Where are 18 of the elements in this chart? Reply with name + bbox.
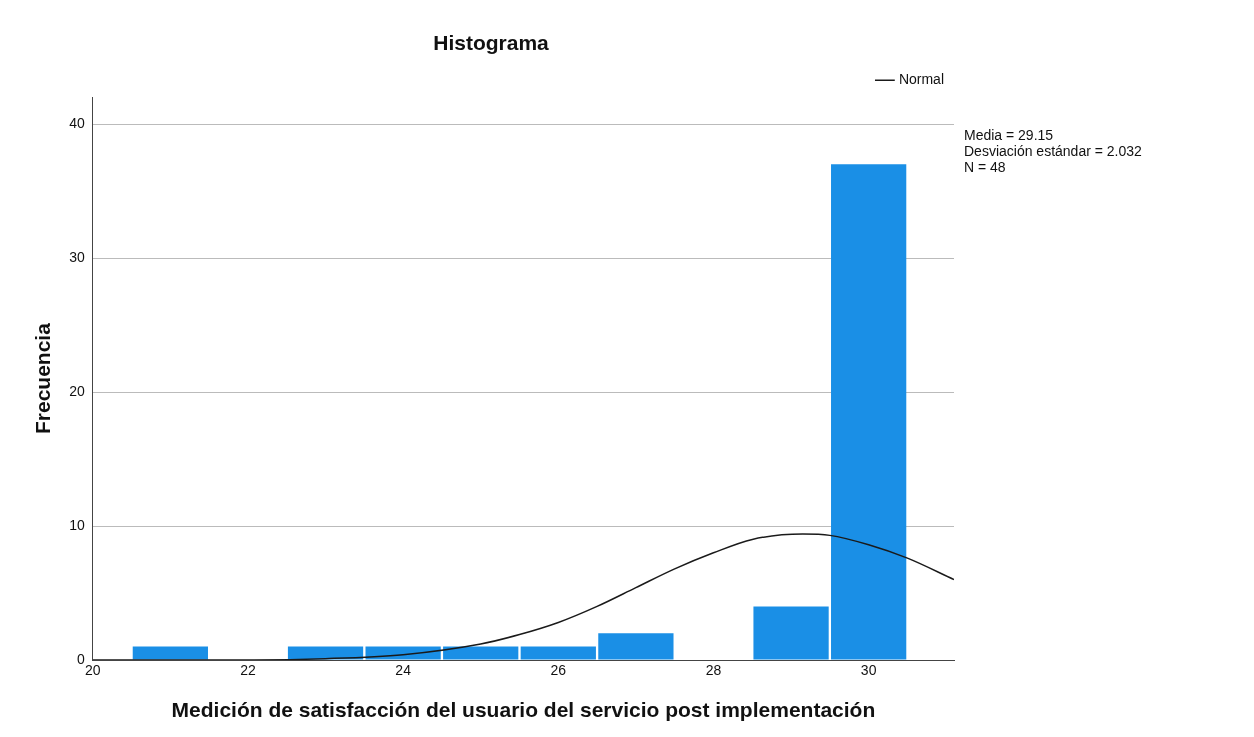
y-tick-label: 20 — [69, 382, 85, 399]
x-tick-label: 24 — [395, 662, 412, 679]
x-tick-label: 26 — [550, 662, 567, 679]
x-tick-label: 22 — [240, 662, 256, 679]
chart-title: Histograma — [433, 31, 550, 55]
y-tick-label: 30 — [69, 248, 85, 265]
x-tick-label: 20 — [84, 662, 101, 679]
y-tick-label: 40 — [69, 114, 85, 131]
legend-label: Normal — [898, 71, 945, 88]
text: Desviación estándar = 2.032 — [964, 143, 1143, 160]
x-tick-label: 30 — [860, 662, 877, 679]
y-tick-label: 10 — [69, 516, 85, 533]
x-tick-label: 28 — [705, 662, 722, 679]
x-axis-title: Medición de satisfacción del usuario del servicio post implementación — [171, 698, 876, 722]
y-axis-title: Frecuencia — [31, 322, 55, 435]
y-tick-label: 0 — [76, 650, 85, 667]
text: N = 48 — [964, 159, 1006, 176]
text: Media = 29.15 — [964, 127, 1054, 144]
